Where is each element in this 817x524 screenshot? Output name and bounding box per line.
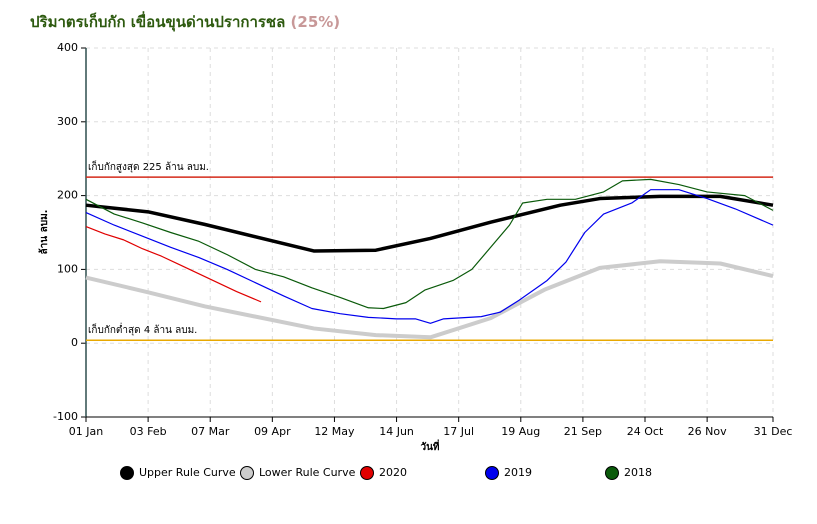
legend-swatch [605, 466, 619, 480]
x-tick-label: 19 Aug [501, 425, 540, 438]
x-tick-label: 31 Dec [754, 425, 793, 438]
legend-label: Upper Rule Curve [139, 466, 236, 479]
x-tick-label: 03 Feb [130, 425, 167, 438]
y-tick-label: 400 [57, 41, 78, 54]
y-axis-label: ล้าน ลบม. [38, 210, 50, 255]
x-tick-label: 12 May [314, 425, 355, 438]
series-line [85, 189, 774, 324]
x-tick-label: 07 Mar [191, 425, 230, 438]
legend-item: 2018 [605, 466, 652, 480]
legend-item: 2020 [360, 466, 407, 480]
legend-item: Lower Rule Curve [240, 466, 356, 480]
x-tick-label: 26 Nov [688, 425, 727, 438]
y-tick-label: 200 [57, 189, 78, 202]
legend-swatch [240, 466, 254, 480]
y-tick-label: -100 [53, 410, 78, 423]
x-tick-label: 17 Jul [443, 425, 474, 438]
legend-item: Upper Rule Curve [120, 466, 236, 480]
x-tick-label: 01 Jan [69, 425, 103, 438]
legend-swatch [485, 466, 499, 480]
percent-label: (25%) [291, 13, 341, 31]
series-line [85, 178, 774, 310]
y-tick-label: 100 [57, 262, 78, 275]
legend-label: Lower Rule Curve [259, 466, 356, 479]
legend-item: 2019 [485, 466, 532, 480]
x-tick-label: 24 Oct [627, 425, 664, 438]
series-line [85, 194, 774, 253]
series-line [85, 226, 262, 303]
reference-label: เก็บกักสูงสุด 225 ล้าน ลบม. [88, 159, 209, 173]
series-line [85, 259, 774, 340]
x-tick-label: 21 Sep [564, 425, 602, 438]
legend-label: 2019 [504, 466, 532, 479]
legend-swatch [360, 466, 374, 480]
legend-label: 2018 [624, 466, 652, 479]
x-tick-label: 14 Jun [379, 425, 414, 438]
legend-label: 2020 [379, 466, 407, 479]
x-tick-label: 09 Apr [254, 425, 291, 438]
reference-label: เก็บกักต่ำสุด 4 ล้าน ลบม. [88, 322, 197, 336]
chart-title: ปริมาตรเก็บกัก เขื่อนขุนด่านปราการชล (25… [30, 11, 340, 32]
y-tick-label: 0 [71, 336, 78, 349]
y-tick-label: 300 [57, 115, 78, 128]
legend-swatch [120, 466, 134, 480]
title-text: ปริมาตรเก็บกัก เขื่อนขุนด่านปราการชล [30, 11, 285, 32]
x-axis-label: วันที่ [420, 439, 439, 453]
